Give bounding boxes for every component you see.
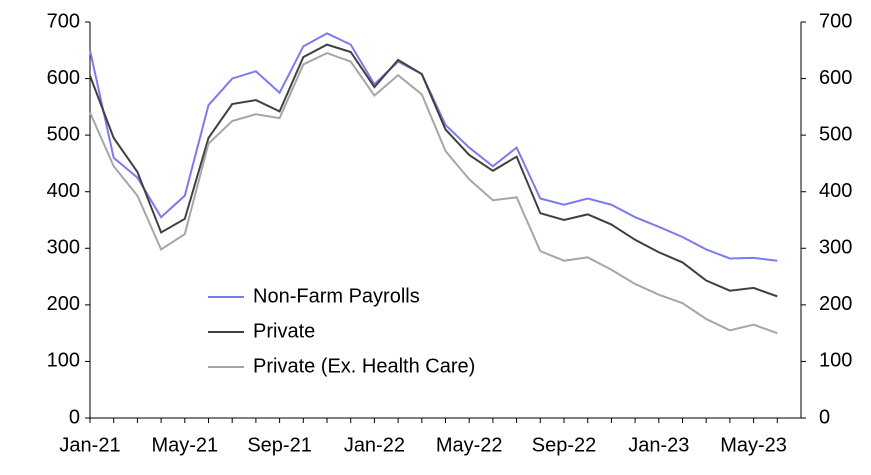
y2-tick-label: 700 [819,10,852,32]
y-tick-label: 500 [47,123,80,145]
y-tick-label: 700 [47,10,80,32]
y-tick-label: 400 [47,180,80,202]
x-tick-label: May-23 [720,434,787,456]
y2-tick-label: 0 [819,406,830,428]
y-tick-label: 600 [47,67,80,89]
legend-label: Private [253,320,315,342]
y-tick-label: 200 [47,293,80,315]
x-tick-label: May-22 [436,434,503,456]
x-tick-label: May-21 [151,434,218,456]
y2-tick-label: 600 [819,67,852,89]
y-tick-label: 0 [69,406,80,428]
x-tick-label: Jan-22 [344,434,405,456]
y-tick-label: 300 [47,237,80,259]
y2-tick-label: 100 [819,350,852,372]
y2-tick-label: 300 [819,237,852,259]
y-tick-label: 100 [47,350,80,372]
series-line [89,32,778,262]
series-line [89,43,778,298]
x-tick-label: Jan-21 [59,434,120,456]
x-tick-label: Sep-22 [532,434,597,456]
y2-tick-label: 500 [819,123,852,145]
x-tick-label: Sep-21 [247,434,312,456]
legend-label: Non-Farm Payrolls [253,285,420,307]
legend-label: Private (Ex. Health Care) [253,355,475,377]
series-line [89,52,778,335]
y2-tick-label: 200 [819,293,852,315]
y2-tick-label: 400 [819,180,852,202]
x-tick-label: Jan-23 [628,434,689,456]
